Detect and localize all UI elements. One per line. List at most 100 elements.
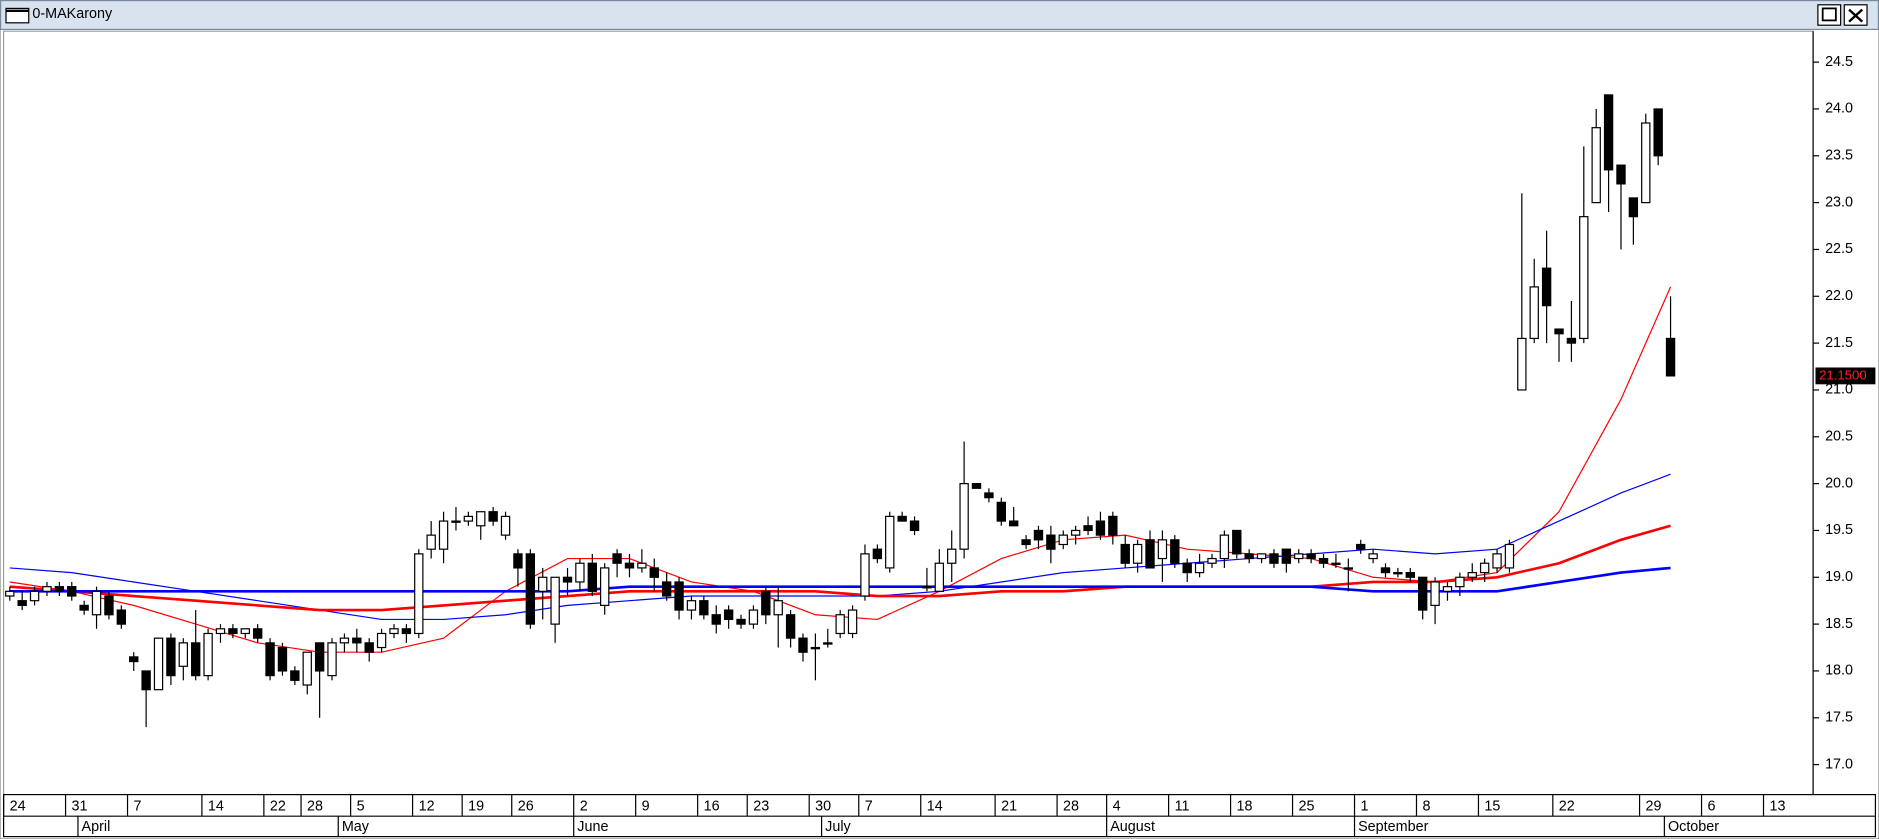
candle (42, 581, 52, 597)
candle-body (674, 581, 684, 611)
x-tick-label: 23 (753, 798, 769, 814)
x-tick-label: 18 (1237, 798, 1253, 814)
candle (1157, 530, 1168, 582)
window-title: 0-MAKarony (32, 6, 113, 22)
candle (959, 441, 969, 559)
candle-body (1157, 539, 1168, 560)
x-tick-label: 28 (307, 798, 323, 814)
candle-body (1269, 553, 1279, 564)
plot-area (2, 30, 1814, 796)
maximize-icon[interactable] (1821, 7, 1837, 22)
candle-body (215, 628, 226, 635)
candle-body (1256, 553, 1267, 560)
candle-body (723, 609, 734, 621)
candle-body (29, 590, 40, 602)
candle (1207, 553, 1217, 568)
candle (414, 549, 424, 639)
candle (624, 553, 635, 578)
close-icon[interactable] (1848, 8, 1864, 23)
candle-body (252, 628, 263, 639)
candle-body (1430, 581, 1440, 606)
candle-body (153, 637, 164, 691)
candle (364, 638, 374, 662)
candle (17, 591, 27, 611)
candle (922, 567, 932, 592)
candle (1479, 558, 1490, 582)
candle (1380, 563, 1391, 578)
candle-body (414, 553, 424, 635)
candle (91, 586, 102, 629)
candle (1318, 553, 1329, 568)
close-button[interactable] (1843, 4, 1868, 26)
candle (302, 651, 312, 695)
candle-body (1207, 557, 1217, 564)
candle-body (1554, 328, 1564, 335)
candle (686, 596, 697, 620)
candle-body (451, 520, 461, 523)
candle-body (1033, 529, 1044, 541)
candle-body (1504, 543, 1515, 569)
candle (1665, 296, 1676, 377)
candle-body (984, 492, 994, 499)
candle-body (129, 656, 139, 663)
candle-body (141, 670, 151, 691)
candle (191, 610, 201, 681)
y-tick-label: 20.5 (1825, 429, 1853, 445)
candle (5, 586, 15, 601)
candle-body (934, 562, 945, 592)
candle (290, 666, 300, 685)
candle (649, 558, 659, 592)
candle (1430, 577, 1440, 625)
candle-body (438, 520, 449, 550)
y-tick-label: 21.5 (1825, 335, 1853, 351)
candle-body (1641, 122, 1651, 204)
candle (1504, 539, 1515, 573)
candle-body (1417, 576, 1428, 611)
candle (1009, 507, 1019, 527)
candle (438, 511, 449, 564)
candle-body (971, 483, 982, 489)
candle (1405, 567, 1415, 582)
candle-body (1628, 197, 1639, 218)
candle (1132, 539, 1143, 573)
x-tick-label: 7 (865, 798, 873, 814)
candle (1517, 193, 1527, 391)
candle-body (1591, 127, 1601, 204)
candle-body (426, 534, 436, 550)
candle (240, 628, 250, 639)
x-tick-label: 14 (927, 798, 943, 814)
candle-body (1566, 337, 1577, 344)
candle (178, 638, 188, 681)
maximize-button[interactable] (1817, 4, 1842, 26)
candle (1417, 576, 1428, 620)
candle-body (847, 609, 858, 635)
candle-body (897, 515, 907, 522)
candle (228, 624, 238, 639)
x-tick-label: 14 (208, 798, 224, 814)
candle-body (699, 600, 709, 616)
candle-body (1058, 534, 1068, 546)
candle-body (178, 642, 188, 667)
candle (1145, 530, 1155, 569)
candle-body (1306, 553, 1316, 560)
candle (463, 511, 474, 526)
y-tick-label: 19.0 (1825, 569, 1853, 585)
y-tick-label: 24.5 (1825, 54, 1853, 70)
y-tick-label: 21.0 (1825, 382, 1853, 398)
candle-body (711, 614, 721, 625)
candle (476, 511, 486, 540)
candle-body (1318, 557, 1329, 564)
candle-body (637, 562, 647, 569)
candle-body (1281, 548, 1292, 564)
candle (934, 549, 945, 592)
candle (277, 642, 288, 676)
candle (1579, 146, 1589, 344)
candle-body (1232, 529, 1242, 555)
y-tick-label: 20.0 (1825, 475, 1853, 491)
candle (1294, 549, 1304, 564)
candle (1653, 108, 1663, 166)
candle (761, 586, 771, 625)
candle (401, 624, 412, 643)
candle (1046, 525, 1056, 564)
